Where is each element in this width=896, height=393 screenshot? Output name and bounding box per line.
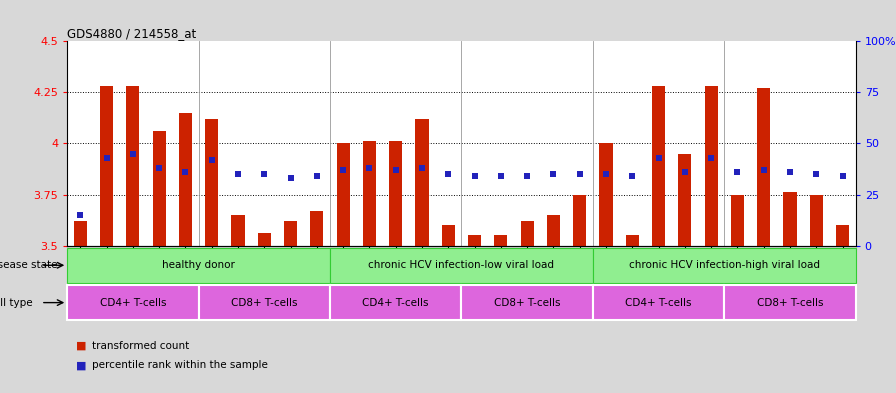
Bar <box>547 215 560 246</box>
Text: ■: ■ <box>76 341 90 351</box>
Bar <box>389 141 402 246</box>
Bar <box>599 143 613 246</box>
Bar <box>330 248 593 283</box>
Bar <box>442 225 455 246</box>
Bar <box>836 225 849 246</box>
Text: CD4+ T-cells: CD4+ T-cells <box>625 298 692 308</box>
Text: CD8+ T-cells: CD8+ T-cells <box>494 298 560 308</box>
Text: CD8+ T-cells: CD8+ T-cells <box>757 298 823 308</box>
Text: transformed count: transformed count <box>92 341 190 351</box>
Bar <box>67 285 199 320</box>
Bar <box>724 285 856 320</box>
Bar <box>652 86 665 246</box>
Bar <box>258 233 271 246</box>
Bar <box>573 195 586 246</box>
Text: chronic HCV infection-high viral load: chronic HCV infection-high viral load <box>629 260 820 270</box>
Text: percentile rank within the sample: percentile rank within the sample <box>92 360 268 371</box>
Bar <box>731 195 744 246</box>
Bar <box>810 195 823 246</box>
Bar <box>199 285 330 320</box>
Text: healthy donor: healthy donor <box>162 260 235 270</box>
Bar <box>126 86 140 246</box>
Bar <box>416 119 428 246</box>
Text: ■: ■ <box>76 360 90 371</box>
Bar <box>363 141 376 246</box>
Bar <box>625 235 639 246</box>
Bar <box>521 221 534 246</box>
Bar <box>461 285 593 320</box>
Bar <box>152 131 166 246</box>
Bar <box>757 88 771 246</box>
Bar <box>783 193 797 246</box>
Bar <box>593 248 856 283</box>
Bar <box>73 221 87 246</box>
Text: CD4+ T-cells: CD4+ T-cells <box>99 298 166 308</box>
Bar <box>593 285 724 320</box>
Bar <box>704 86 718 246</box>
Text: disease state: disease state <box>0 260 58 270</box>
Bar <box>678 154 692 246</box>
Bar <box>330 285 461 320</box>
Text: CD8+ T-cells: CD8+ T-cells <box>231 298 297 308</box>
Bar <box>231 215 245 246</box>
Text: CD4+ T-cells: CD4+ T-cells <box>363 298 429 308</box>
Bar <box>67 248 330 283</box>
Bar <box>495 235 507 246</box>
Bar <box>284 221 297 246</box>
Bar <box>310 211 323 246</box>
Bar <box>179 113 192 246</box>
Bar <box>100 86 113 246</box>
Text: cell type: cell type <box>0 298 33 308</box>
Bar <box>205 119 219 246</box>
Bar <box>337 143 349 246</box>
Text: chronic HCV infection-low viral load: chronic HCV infection-low viral load <box>368 260 555 270</box>
Text: GDS4880 / 214558_at: GDS4880 / 214558_at <box>67 27 196 40</box>
Bar <box>468 235 481 246</box>
